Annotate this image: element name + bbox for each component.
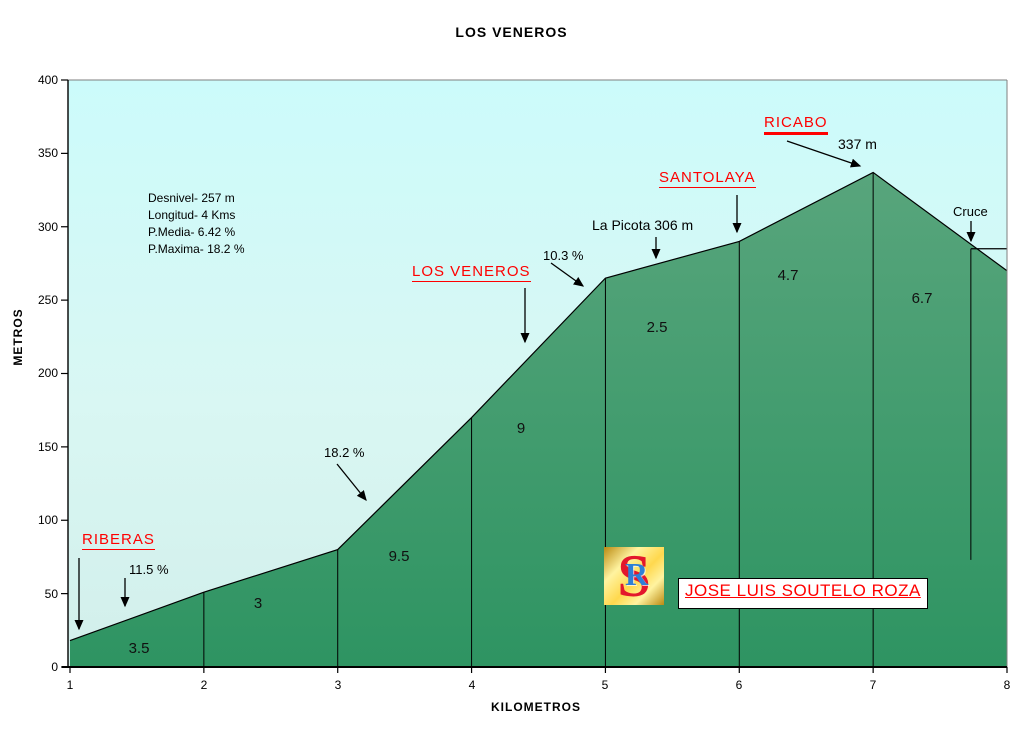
place-label-santolaya: SANTOLAYA (659, 169, 756, 188)
stat-longitud: Longitud- 4 Kms (148, 208, 236, 222)
slope-label-11-5: 11.5 % (129, 562, 169, 577)
segment-gradient-label: 9 (516, 420, 526, 437)
y-axis-title: METROS (11, 308, 25, 366)
author-logo: S R (604, 547, 664, 605)
author-credit-box: JOSE LUIS SOUTELO ROZA (678, 578, 928, 609)
stat-p-maxima: P.Maxima- 18.2 % (148, 242, 245, 256)
x-tick-label: 5 (601, 678, 609, 692)
segment-gradient-label: 4.7 (777, 267, 799, 284)
y-tick-label: 250 (37, 293, 58, 307)
x-tick-label: 8 (1003, 678, 1011, 692)
y-tick-label: 50 (44, 587, 58, 601)
peak-elevation-label: 337 m (838, 136, 877, 152)
y-tick-label: 150 (37, 440, 58, 454)
segment-gradient-label: 3.5 (128, 640, 150, 657)
place-label-los-veneros: LOS VENEROS (412, 263, 531, 282)
elevation-area (70, 172, 1007, 667)
author-name: JOSE LUIS SOUTELO ROZA (685, 581, 921, 600)
slope-label-18-2: 18.2 % (324, 445, 365, 460)
segment-gradient-label: 2.5 (646, 319, 668, 336)
place-label-ricabo: RICABO (764, 114, 828, 135)
y-tick-label: 400 (37, 73, 58, 87)
y-tick-label: 100 (37, 513, 58, 527)
slope-10-3-arrow (550, 262, 585, 287)
logo-letter-s: S (617, 547, 651, 605)
y-tick-label: 0 (51, 660, 58, 674)
x-tick-label: 1 (66, 678, 74, 692)
x-tick-label: 2 (200, 678, 208, 692)
place-label-riberas: RIBERAS (82, 531, 155, 550)
x-tick-label: 6 (735, 678, 743, 692)
x-tick-label: 4 (468, 678, 476, 692)
segment-gradient-label: 3 (253, 595, 263, 612)
x-tick-label: 7 (869, 678, 877, 692)
x-tick-label: 3 (334, 678, 342, 692)
stat-desnivel: Desnivel- 257 m (148, 191, 235, 205)
elevation-outline (69, 171, 1008, 642)
cruce-label: Cruce (953, 204, 988, 219)
logo-letter-r: R (625, 556, 649, 592)
ricabo-arrow (786, 140, 862, 168)
slope-18-2-arrow (336, 463, 367, 502)
la-picota-label: La Picota 306 m (592, 217, 694, 233)
y-tick-label: 350 (37, 146, 58, 160)
segment-gradient-label: 6.7 (911, 290, 933, 307)
x-axis-title: KILOMETROS (491, 700, 581, 714)
chart-title: LOS VENEROS (455, 24, 568, 40)
y-tick-label: 300 (37, 220, 58, 234)
stat-p-media: P.Media- 6.42 % (148, 225, 236, 239)
y-tick-label: 200 (37, 366, 58, 380)
climb-stats: Desnivel- 257 m Longitud- 4 Kms P.Media-… (148, 190, 245, 258)
slope-label-10-3: 10.3 % (543, 248, 584, 263)
segment-gradient-label: 9.5 (388, 548, 410, 565)
